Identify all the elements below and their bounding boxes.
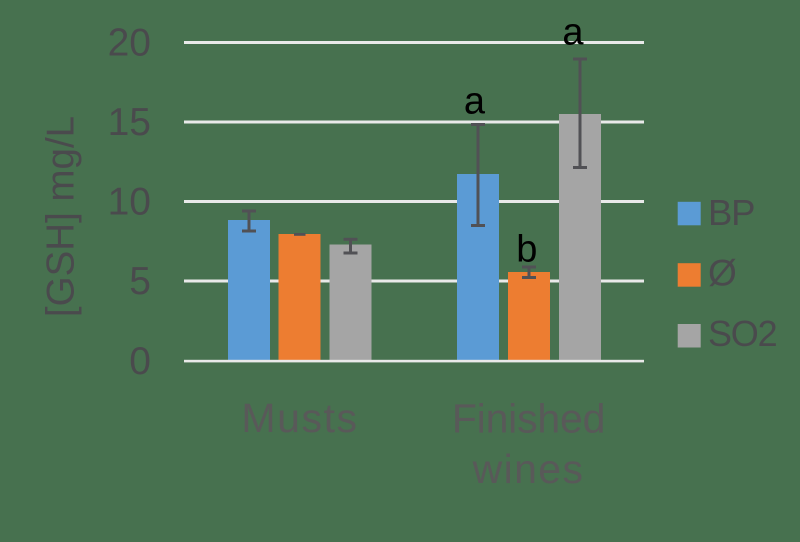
svg-text:15: 15 (108, 101, 151, 144)
svg-text:20: 20 (108, 21, 151, 64)
svg-text:BP: BP (708, 192, 754, 233)
svg-text:a: a (464, 81, 486, 123)
svg-text:Musts: Musts (241, 395, 358, 441)
svg-text:[GSH] mg/L: [GSH] mg/L (40, 116, 83, 317)
svg-text:Ø: Ø (708, 252, 736, 293)
svg-text:0: 0 (129, 340, 151, 383)
svg-text:wines: wines (472, 446, 585, 492)
svg-text:5: 5 (129, 260, 151, 303)
svg-text:b: b (516, 229, 537, 271)
svg-text:10: 10 (108, 181, 151, 224)
svg-text:a: a (562, 12, 584, 54)
svg-text:Finished: Finished (452, 396, 605, 442)
svg-text:SO2: SO2 (708, 313, 777, 354)
